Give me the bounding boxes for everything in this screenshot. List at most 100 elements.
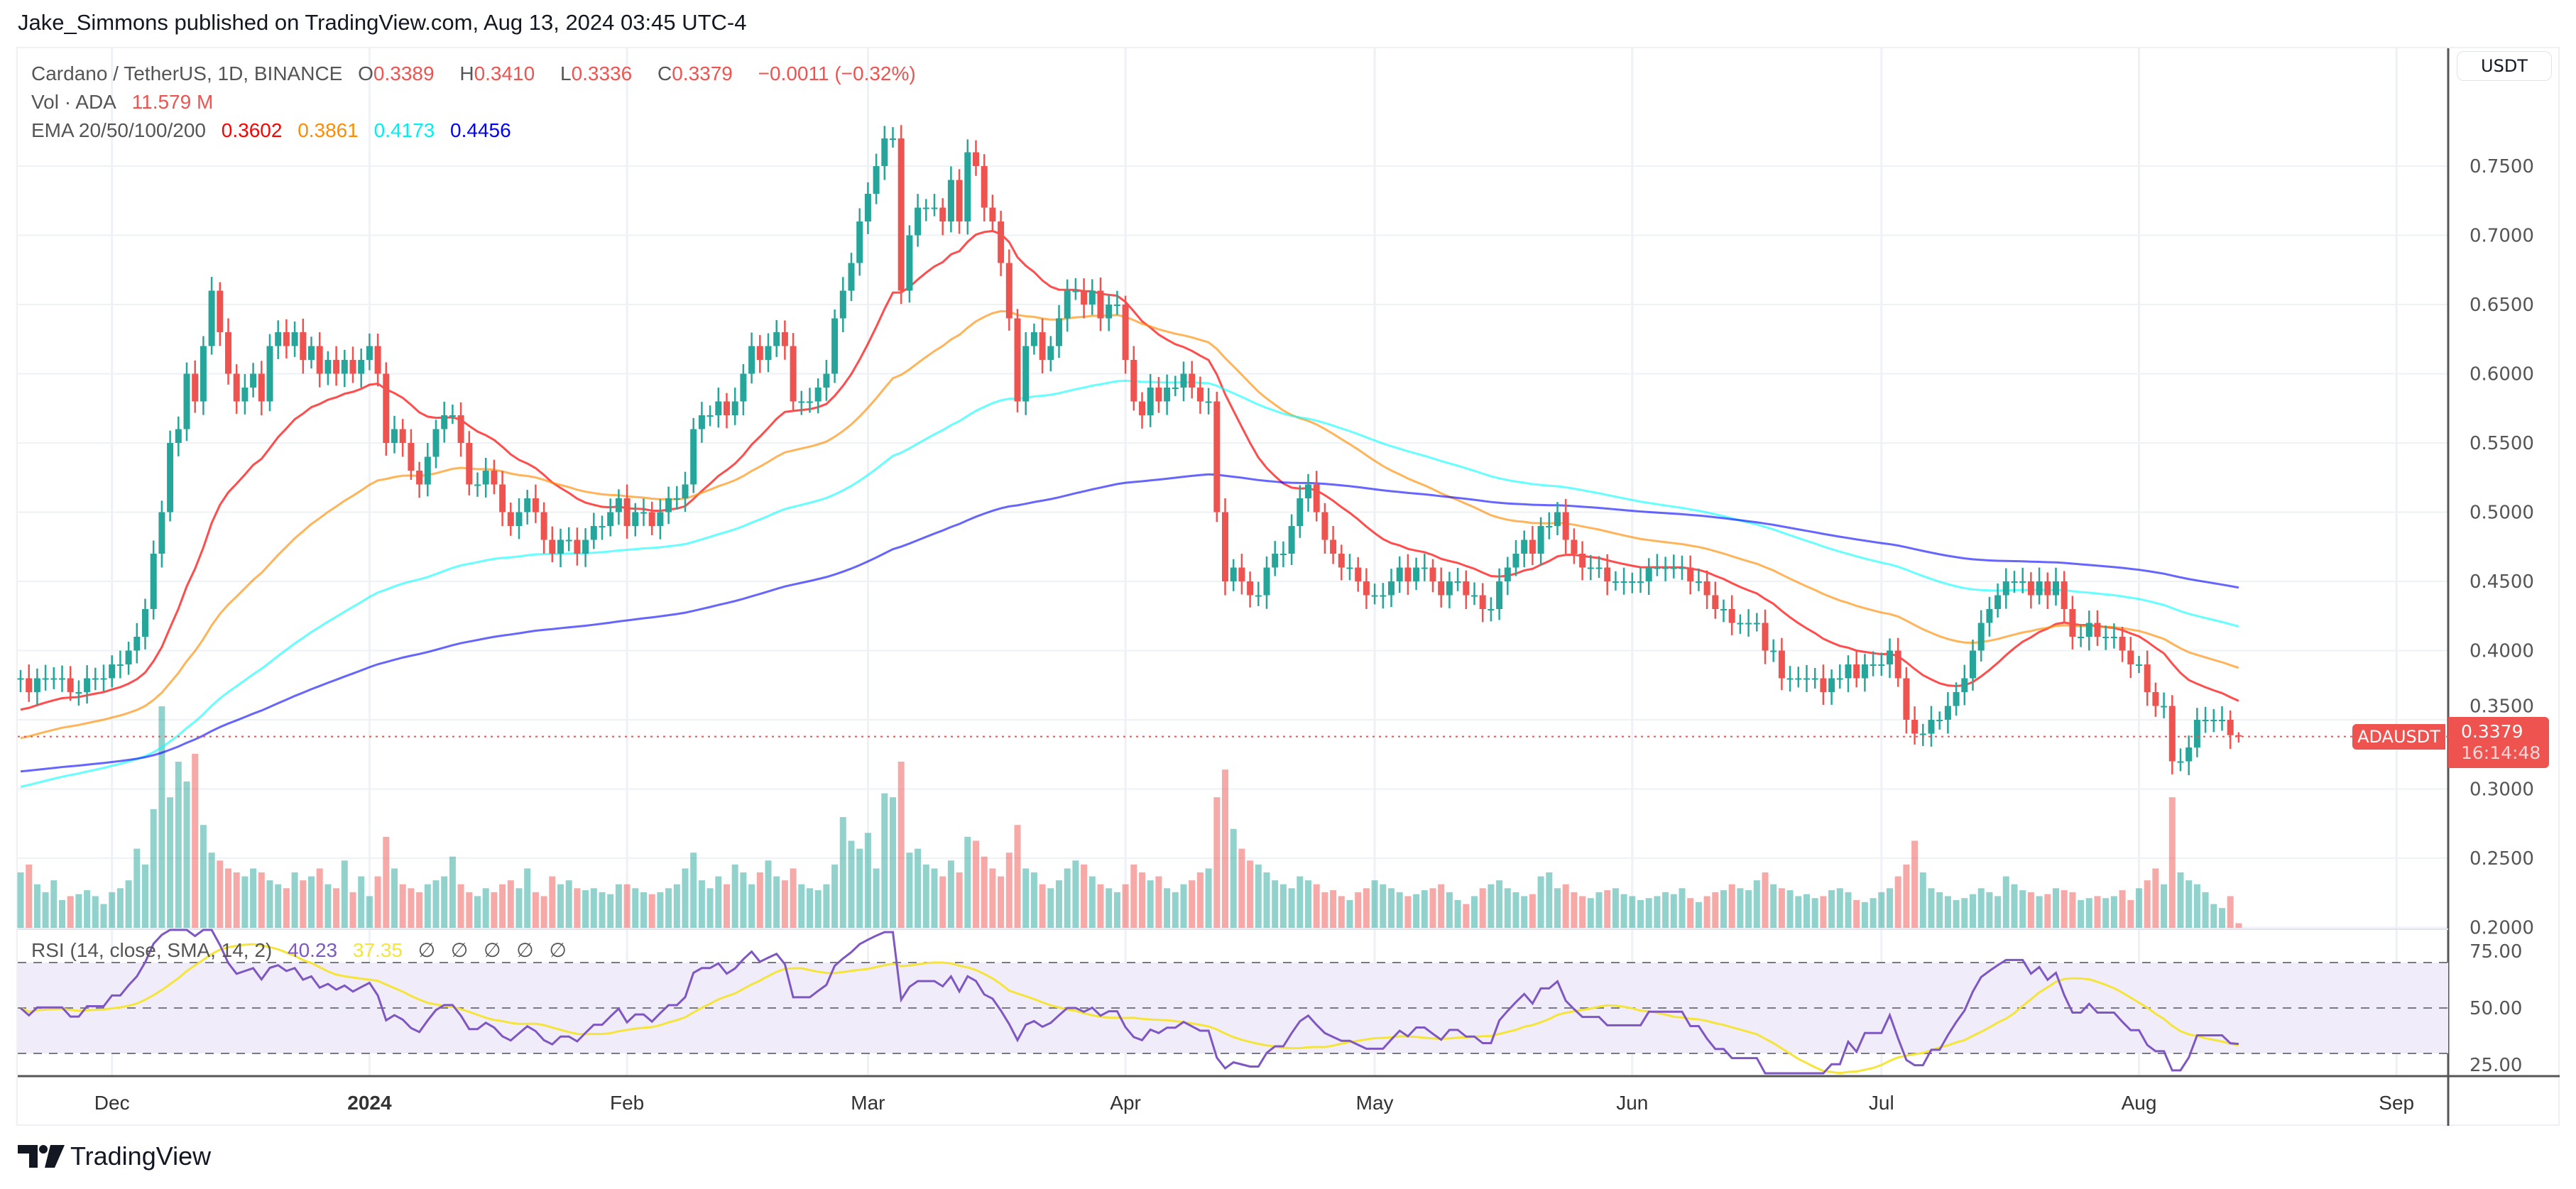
candle-body [1130,360,1137,402]
volume-bar [1371,880,1378,928]
candle-body [2161,706,2168,708]
volume-bar [682,868,689,928]
volume-bar [540,896,547,928]
candle [1919,723,1926,746]
ema-label[interactable]: EMA 20/50/100/200 [31,119,206,141]
candle [449,405,456,424]
candle-body [1247,581,1254,596]
symbol-title[interactable]: Cardano / TetherUS, 1D, BINANCE [31,62,343,84]
volume-bar [308,876,315,928]
volume-bar [2235,923,2242,928]
candle [1554,502,1561,536]
candle [2210,708,2217,733]
close-value: 0.3379 [672,62,733,84]
candle-body [67,678,74,692]
candle [931,194,938,217]
candle [432,420,440,469]
volume-bar [50,880,58,928]
rsi-label[interactable]: RSI (14, close, SMA, 14, 2) [31,939,273,961]
candle-body [1944,706,1951,720]
time-tick-label: Feb [610,1092,644,1114]
volume-bar [557,884,564,928]
candle-body [1355,567,1362,581]
volume-bar [1463,904,1470,928]
volume-bar [807,888,813,928]
volume-bar [416,892,423,928]
candle-body [349,360,356,374]
candle [1263,556,1270,609]
rsi-legend: RSI (14, close, SMA, 14, 2) 40.23 37.35 … [31,938,577,962]
volume-bar [881,793,888,928]
candle [1279,541,1287,568]
candle-body [1039,332,1046,360]
tradingview-logo[interactable]: TradingView [18,1141,211,1171]
candle-body [665,498,672,513]
candle-body [1720,609,1727,610]
candle [341,349,348,388]
price-tick-label: 0.3000 [2469,779,2534,801]
candle [1853,650,1860,688]
candle [1164,374,1171,415]
candle [956,169,963,234]
volume-bar [922,864,929,928]
candle-body [1330,539,1337,554]
empty-value: ∅ [450,939,469,961]
candle [2002,568,2009,609]
candle [682,471,689,513]
candle-body [690,429,697,485]
candle [133,623,141,664]
volume-bar [349,892,356,928]
candle [565,527,572,552]
volume-bar [432,880,440,928]
currency-button[interactable]: USDT [2457,51,2552,81]
time-tick-label: Dec [94,1092,130,1114]
candle-body [1977,623,1985,651]
volume-bar [1928,888,1935,928]
candle [873,153,880,204]
volume-bar [1986,892,1993,928]
candle-body [192,373,199,402]
candle [1429,559,1436,593]
candle-body [1081,290,1088,305]
candle-body [507,512,514,526]
candle [1894,637,1901,687]
candle [1994,583,2002,618]
candle-body [1778,650,1785,679]
time-tick-label: 2024 [347,1092,392,1114]
candle-body [358,360,365,374]
candle-body [1861,664,1868,679]
candle-body [2036,581,2043,596]
candle-body [200,346,207,402]
candle-body [1097,290,1104,319]
volume-label[interactable]: Vol · ADA [31,91,116,113]
volume-bar [300,880,307,928]
volume-bar [1180,884,1187,928]
candle [1380,583,1387,609]
candle [408,429,415,480]
candle [989,194,996,231]
volume-bar [316,868,323,928]
candle-body [1728,609,1735,623]
empty-value: ∅ [484,939,501,961]
volume-bar [1894,876,1901,928]
time-tick-label: Mar [851,1092,885,1114]
volume-bar [183,781,190,928]
candle [1213,391,1221,522]
candle [2044,572,2051,609]
ema20-line [20,229,2239,711]
volume-bar [2227,896,2234,928]
candle [250,363,257,398]
candle [1887,638,1893,679]
volume-bar [1737,888,1744,928]
candle [1496,568,1503,620]
candle [308,336,315,369]
volume-bar [1396,892,1403,928]
candle-body [590,526,597,540]
volume-bar [241,876,249,928]
candle [42,664,49,691]
volume-bar [814,890,822,928]
candle-body [1670,567,1677,569]
candle-body [1305,484,1311,498]
volume-bar [374,876,381,928]
